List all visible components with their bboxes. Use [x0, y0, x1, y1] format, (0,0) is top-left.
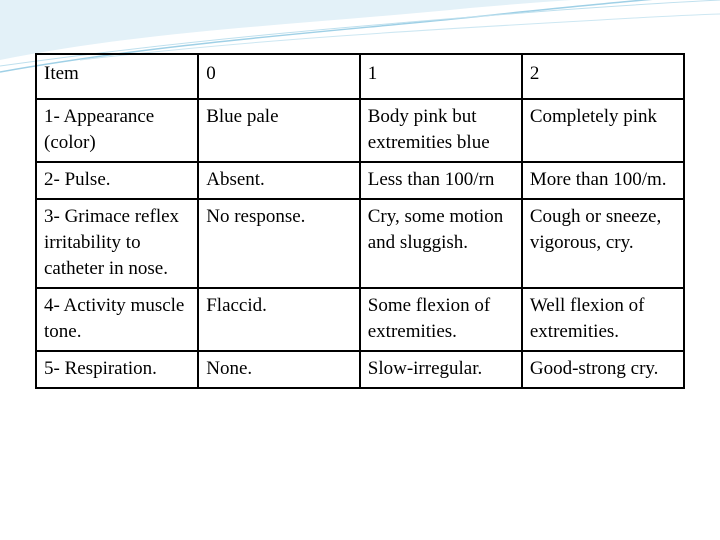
table-cell: Cough or sneeze, vigorous, cry.: [520, 198, 686, 289]
table-cell: Slow-irregular.: [358, 350, 523, 389]
table-cell: Less than 100/rn: [358, 161, 523, 200]
table-cell: None.: [197, 350, 361, 389]
table-row: 3- Grimace reflex irritability to cathet…: [34, 198, 686, 289]
table-cell: Flaccid.: [197, 287, 361, 352]
table-row: 1- Appearance (color) Blue pale Body pink …: [34, 98, 686, 163]
table-cell: Body pink but extremities blue: [358, 98, 523, 163]
table-row: 4- Activity muscle tone. Flaccid. Some fle…: [34, 287, 686, 352]
table-cell: Absent.: [197, 161, 361, 200]
table-cell: Blue pale: [197, 98, 361, 163]
table-cell: 4- Activity muscle tone.: [34, 287, 200, 352]
table-cell: Completely pink: [520, 98, 686, 163]
table-row: Item 0 1 2: [34, 53, 686, 100]
table-cell: 1: [358, 53, 523, 100]
table-cell: 3- Grimace reflex irritability to cathet…: [34, 198, 200, 289]
table-cell: No response.: [197, 198, 361, 289]
apgar-table: Item 0 1 2 1- Appearance (color) Blue pale Bod…: [34, 53, 686, 389]
table-cell: Item: [34, 53, 200, 100]
table-cell: 5- Respiration.: [34, 350, 200, 389]
swoosh-line: [0, 0, 720, 67]
decoration: [0, 0, 720, 73]
table-cell: More than 100/m.: [520, 161, 686, 200]
table-cell: Cry, some motion and sluggish.: [358, 198, 523, 289]
table-cell: Some flexion of extremities.: [358, 287, 523, 352]
table-cell: Well flexion of extremities.: [520, 287, 686, 352]
table-row: 2- Pulse. Absent. Less than 100/rn More tha…: [34, 161, 686, 200]
table-cell: 0: [197, 53, 361, 100]
table-cell: Good-strong cry.: [520, 350, 686, 389]
table-cell: 2- Pulse.: [34, 161, 200, 200]
swoosh-line: [79, 13, 720, 61]
table-row: 5- Respiration. None. Slow-irregular. Good-…: [34, 350, 686, 389]
table-cell: 1- Appearance (color): [34, 98, 200, 163]
table-cell: 2: [520, 53, 686, 100]
swoosh: [0, 0, 720, 60]
